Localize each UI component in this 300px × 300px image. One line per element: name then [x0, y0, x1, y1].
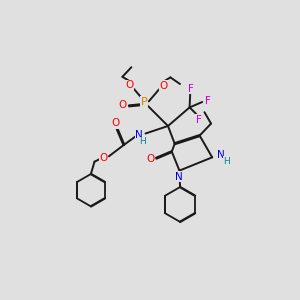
Text: O: O [125, 80, 134, 90]
Text: O: O [159, 81, 167, 91]
Text: O: O [118, 100, 127, 110]
Text: N: N [135, 130, 143, 140]
Text: H: H [139, 137, 146, 146]
Text: F: F [188, 83, 194, 94]
Text: N: N [175, 172, 183, 182]
Text: F: F [205, 96, 211, 106]
Text: P: P [141, 97, 147, 107]
Text: O: O [99, 153, 108, 163]
Text: H: H [223, 157, 230, 166]
Text: F: F [196, 115, 202, 125]
Text: N: N [217, 150, 224, 160]
Text: O: O [146, 154, 154, 164]
Text: O: O [112, 118, 120, 128]
